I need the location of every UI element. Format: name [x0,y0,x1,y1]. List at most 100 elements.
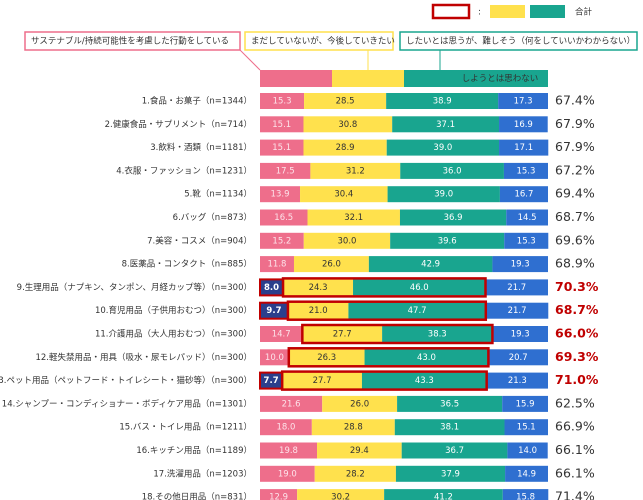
bar-segment [488,349,548,366]
bar-segment [364,349,489,366]
category-label: 14.シャンプー・コンディショナー・ボディケア用品（n=1301） [2,398,252,409]
bar-segment [293,256,369,273]
segment-label: 47.7 [408,306,427,316]
total-label: 68.7% [555,209,595,224]
key-teal [530,5,565,18]
segment-label: 46.0 [410,283,429,293]
segment-label: 15.1 [517,423,536,433]
segment-label: 38.9 [433,97,452,107]
segment-label: 15.3 [273,97,292,107]
segment-label: 20.7 [509,353,528,363]
segment-label: 15.3 [517,236,536,246]
bar-segment [322,395,398,412]
highlight-key [431,3,471,20]
segment-label: 21.3 [508,376,527,386]
category-label: 15.バス・トイレ用品（n=1211） [119,422,252,433]
segment-label: 38.3 [428,330,447,340]
segment-label: 27.7 [313,376,332,386]
header-swatch [404,70,548,87]
bar-segment [260,186,301,203]
segment-label: 8.0 [264,283,279,293]
bar-segment [395,465,506,482]
bar-segment [297,489,385,500]
category-label: 12.軽失禁用品・用具（吸水・尿モレパッド）（n=300） [35,352,252,363]
legend-box [24,31,241,51]
bar-segment [260,419,312,436]
segment-label: 10.0 [265,353,284,363]
bar-segment [260,349,289,366]
total-label: 66.1% [555,465,595,480]
segment-label: 16.9 [514,120,533,130]
segment-label: 28.9 [336,143,355,153]
segment-label: 26.3 [317,353,336,363]
legend-box [399,31,638,51]
segment-label: 17.3 [514,97,533,107]
segment-label: 19.8 [279,446,298,456]
category-label: 18.その他日用品（n=831） [142,492,252,500]
segment-label: 16.7 [514,190,533,200]
bar-segment [485,279,548,296]
bar-segment [307,209,400,226]
segment-label: 14.7 [272,330,291,340]
segment-label: 14.5 [518,213,537,223]
total-label: 67.2% [555,162,595,177]
bar-segment [368,256,493,273]
bar-segment [260,256,294,273]
highlight-box [280,370,488,391]
bar-segment [348,302,486,319]
bar-segment [303,139,387,156]
bar-segment [300,186,388,203]
legend-leader [239,49,261,71]
key-separator: : [478,8,481,18]
bar-segment [260,326,303,342]
bar-segment [314,465,396,482]
category-label: 3.飲料・酒類（n=1181） [150,142,252,153]
bar-segment [386,93,499,109]
legend-label: サステナブル/持続可能性を考慮した行動をしている [31,36,229,47]
total-label: 66.1% [555,442,595,457]
bar-segment [317,442,402,459]
bar-segment [361,372,487,389]
bar-segment [260,442,318,459]
segment-label: 14.0 [518,446,537,456]
bar-segment [504,232,549,249]
segment-label: 36.7 [445,446,464,456]
bar-segment [390,232,505,249]
bar-segment [303,232,391,249]
total-label: 68.9% [555,256,595,271]
bar-segment [505,465,548,482]
highlight-box [301,323,494,345]
bar-segment [260,93,305,109]
category-label: 6.バッグ（n=873） [173,212,252,223]
legend-label: したいとは思うが、難しそう（何をしていいかわからない） [406,36,635,47]
segment-label: 39.0 [433,143,452,153]
legend-label: しようとは思わない [462,74,539,84]
segment-label: 38.1 [440,423,459,433]
segment-label: 15.3 [516,166,535,176]
bar-segment [260,489,298,500]
category-label: 11.介護用品（大人用おむつ）（n=300） [95,329,252,340]
category-label: 2.健康食品・サプリメント（n=714） [105,119,252,130]
segment-label: 31.2 [346,166,365,176]
total-label: 71.4% [555,489,595,500]
segment-label: 15.2 [272,236,291,246]
highlight-box [287,347,490,368]
bar-segment [486,372,548,389]
bar-segment [302,326,383,342]
bar-segment [387,186,500,203]
segment-label: 19.3 [511,260,530,270]
bar-segment [499,139,549,156]
bar-segment [507,442,548,459]
segment-label: 17.5 [276,166,295,176]
total-label: 67.9% [555,116,595,131]
segment-label: 11.8 [268,260,287,270]
segment-label: 42.9 [421,260,440,270]
bar-segment [382,326,493,342]
key-total: 合計 [575,7,593,18]
bar-segment [506,209,548,226]
segment-label: 30.4 [334,190,353,200]
highlight-box [286,300,488,321]
bar-segment [384,489,503,500]
segment-label: 28.8 [344,423,363,433]
